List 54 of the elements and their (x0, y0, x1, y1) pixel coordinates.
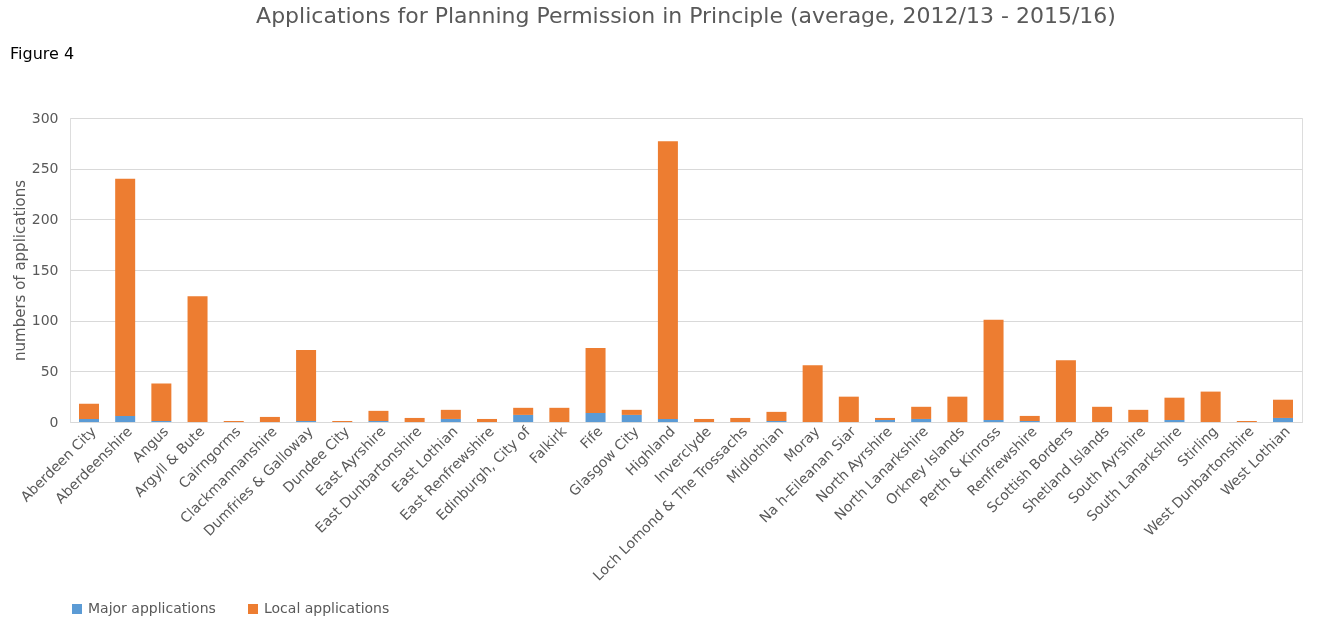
bar (440, 418, 461, 422)
bar (694, 418, 715, 422)
bar (1019, 415, 1040, 421)
x-tick-label: Fife (576, 423, 606, 452)
bar (585, 348, 606, 413)
y-tick-label: 100 (31, 312, 59, 329)
bar (766, 411, 787, 421)
bar (187, 296, 208, 422)
bar (513, 407, 534, 415)
bar (368, 410, 389, 421)
bar (1200, 391, 1221, 422)
bar (79, 403, 99, 419)
bar (911, 406, 932, 419)
bar (802, 365, 823, 422)
bar (477, 418, 497, 422)
bar (657, 418, 678, 422)
bar (911, 418, 932, 422)
caption: Figure 4 (10, 44, 75, 63)
bar (404, 417, 425, 422)
y-tick-label: 0 (49, 413, 59, 430)
bar (1164, 419, 1185, 422)
bar (838, 396, 859, 422)
bar (1164, 397, 1185, 420)
y-axis-title: numbers of applications (10, 179, 29, 361)
y-tick-label: 300 (31, 109, 59, 126)
chart-title: Applications for Planning Permission in Principle (average, 2012/13 - 2015/16) (256, 3, 1116, 28)
bar (440, 409, 461, 419)
y-tick-label: 250 (31, 160, 59, 177)
bar (1273, 399, 1293, 418)
bar (621, 409, 642, 415)
bar (115, 415, 136, 422)
bar (79, 418, 99, 422)
bar (947, 396, 968, 422)
legend-label: Local applications (264, 600, 390, 616)
y-tick-label: 200 (31, 210, 59, 227)
bar (259, 416, 280, 422)
bar (1055, 360, 1076, 422)
bar (657, 141, 678, 419)
bar (1273, 417, 1293, 422)
bar (621, 414, 642, 422)
legend-label: Major applications (88, 600, 216, 616)
bar (1092, 406, 1113, 422)
bar (983, 319, 1004, 420)
y-tick-label: 150 (31, 261, 59, 278)
bar (513, 414, 534, 422)
bar (1128, 409, 1149, 422)
bar (115, 178, 136, 416)
bar (296, 350, 317, 421)
y-tick-label: 50 (40, 362, 59, 379)
bar (151, 383, 172, 421)
bar (585, 412, 606, 422)
bar (730, 417, 751, 422)
bar (549, 407, 570, 422)
bar (983, 419, 1004, 422)
